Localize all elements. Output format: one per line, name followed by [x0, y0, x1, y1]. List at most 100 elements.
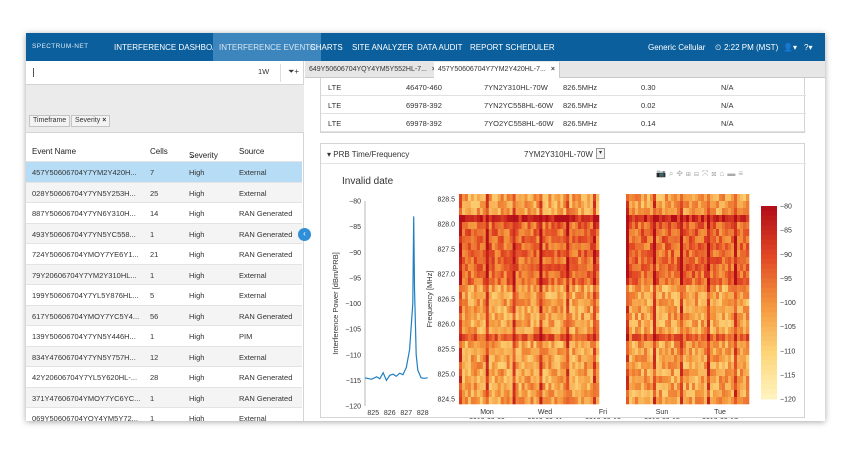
close-icon[interactable]: ×	[550, 66, 555, 73]
heatmap-cell	[500, 320, 504, 328]
period-selector[interactable]: 1W	[258, 67, 270, 76]
nav-site-analyzer[interactable]: SITE ANALYZER	[352, 43, 414, 52]
heatmap-cell	[485, 369, 490, 377]
table-row[interactable]: 139Y50606704Y7YN5Y446H... 1 High PIM	[26, 325, 302, 346]
table-row[interactable]: 457Y50606704Y7YM2Y420H... 7 High External	[26, 161, 302, 182]
heatmap-cell	[467, 334, 472, 342]
heatmap-cell	[545, 285, 549, 293]
severity-cell: High	[189, 188, 205, 198]
heatmap-cell	[743, 264, 747, 272]
heatmap-cell	[578, 208, 582, 216]
column-source[interactable]: Source	[239, 147, 265, 156]
heatmap-cell	[695, 208, 699, 216]
zoom-out-icon[interactable]: ⊟	[693, 169, 702, 178]
collapse-panel-icon[interactable]: ‹	[298, 228, 311, 241]
hover-icon[interactable]: ≡	[738, 169, 746, 178]
heatmap-cell	[680, 271, 684, 279]
zoom-in-icon[interactable]: ⊞	[685, 169, 694, 178]
table-row[interactable]: 724Y50606704YMOY7YE6Y1... 21 High RAN Gener…	[26, 243, 302, 264]
heatmap-cell	[533, 355, 537, 363]
home-icon[interactable]: ⌂	[719, 169, 728, 178]
heatmap-cell	[509, 243, 513, 251]
tab-event-649[interactable]: 649Y50606704YQY4YM5Y552HL-7...×	[305, 62, 442, 78]
search-input[interactable]	[33, 68, 34, 77]
heatmap-cell	[728, 355, 732, 363]
table-row[interactable]: 617Y50606704YMOY7YC5Y4... 56 High RAN Gener…	[26, 304, 302, 325]
reset-icon[interactable]: ⊠	[711, 169, 720, 178]
source-cell: RAN Generated	[239, 229, 293, 239]
heatmap-cell	[473, 369, 478, 377]
heatmap-cell	[701, 299, 705, 307]
table-row[interactable]: 834Y47606704Y7YN5Y757H... 12 High External	[26, 345, 302, 366]
table-row[interactable]: 887Y50606704Y7YN6Y310H... 14 High RAN Gener…	[26, 202, 302, 223]
heatmap-cell	[500, 348, 504, 356]
cell-selector[interactable]: 7YM2Y310HL-70W	[524, 150, 593, 159]
tab-event-457[interactable]: 457Y50606704Y7YM2Y420HL-7... ×	[434, 62, 560, 78]
nav-interference-dashboard[interactable]: INTERFERENCE DASHBOARD	[114, 43, 230, 52]
heatmap-cell	[719, 341, 723, 349]
heatmap-cell	[737, 278, 741, 286]
column-event-name[interactable]: Event Name	[32, 147, 77, 156]
nav-interference-events[interactable]: INTERFERENCE EVENTS	[213, 33, 322, 61]
heatmap-cell	[716, 327, 720, 335]
heatmap-cell	[518, 215, 522, 223]
heatmap-cell	[467, 390, 472, 398]
nav-charts[interactable]: CHARTS	[310, 43, 343, 52]
table-row[interactable]: 028Y50606704Y7YN5Y253H... 25 High External	[26, 181, 302, 202]
nav-data-audit[interactable]: DATA AUDIT	[417, 43, 463, 52]
heatmap-cell	[533, 271, 537, 279]
heatmap-cell	[509, 383, 513, 391]
table-row[interactable]: 493Y50606704Y7YN5YC558... 1 High RAN Genera…	[26, 222, 302, 243]
camera-icon[interactable]: 📷	[656, 169, 669, 178]
heatmap-cell	[545, 369, 549, 377]
column-cells[interactable]: Cells	[150, 147, 168, 156]
heatmap-cell	[659, 201, 663, 209]
heatmap-cell	[659, 292, 663, 300]
user-menu-icon[interactable]: 👤▾	[783, 43, 797, 52]
select-dropdown-icon[interactable]: ▾	[596, 148, 605, 159]
table-row[interactable]: 42Y20606704Y7YL5Y620HL-... 28 High RAN Gene…	[26, 366, 302, 387]
heatmap-cell	[563, 229, 567, 237]
heatmap-cell	[572, 208, 576, 216]
table-row[interactable]: 79Y20606704Y7YM2Y310HL... 1 High External	[26, 263, 302, 284]
heatmap-cell	[668, 229, 672, 237]
prb-title[interactable]: ▾ PRB Time/Frequency	[327, 150, 409, 159]
heatmap-cell	[695, 306, 699, 314]
heatmap-cell	[578, 271, 582, 279]
account-name[interactable]: Generic Cellular	[648, 43, 706, 52]
heatmap-cell	[590, 390, 594, 398]
table-row[interactable]: 199Y50606704Y7YL5Y876HL... 5 High External	[26, 284, 302, 305]
nav-report-scheduler[interactable]: REPORT SCHEDULER	[470, 43, 555, 52]
autoscale-icon[interactable]: ⤧	[701, 169, 712, 178]
pan-icon[interactable]: ✥	[676, 169, 686, 178]
heatmap-cell	[521, 376, 525, 384]
table-row[interactable]: 371Y47606704YMOY7YC6YC... 1 High RAN Genera…	[26, 386, 302, 407]
heatmap-cell	[716, 201, 720, 209]
heatmap-cell	[710, 264, 714, 272]
heatmap-cell	[659, 257, 663, 265]
clock-display[interactable]: 2:22 PM (MST)	[724, 43, 779, 52]
filter-add-icon[interactable]: ⏷+	[288, 67, 300, 76]
heatmap-cell	[695, 348, 699, 356]
help-icon[interactable]: ?▾	[804, 43, 813, 52]
heatmap-cell	[674, 264, 678, 272]
zoom-icon[interactable]: ⌕	[668, 169, 677, 178]
heatmap-cell	[551, 257, 555, 265]
spike-icon[interactable]: ▬	[727, 169, 739, 178]
filter-chip-timeframe[interactable]: Timeframe	[29, 115, 71, 127]
heatmap-cell	[656, 390, 660, 398]
close-icon[interactable]: ×	[432, 66, 436, 73]
heatmap-cell	[465, 376, 469, 384]
heatmap-cell	[485, 320, 490, 328]
table-row[interactable]: 069Y50606704YQY4YM5Y72... 1 High External	[26, 407, 302, 421]
heatmap-cell	[488, 243, 493, 251]
heatmap-cell	[695, 229, 699, 237]
heatmap-cell	[459, 236, 463, 244]
filter-chip-severity[interactable]: Severity ×	[71, 115, 111, 127]
chip-remove-icon[interactable]: ×	[102, 117, 107, 124]
heatmap-cell	[677, 278, 681, 286]
heatmap-cell	[536, 320, 540, 328]
heatmap-cell	[731, 215, 735, 223]
heatmap-cell	[515, 229, 519, 237]
heatmap-cell	[563, 348, 567, 356]
